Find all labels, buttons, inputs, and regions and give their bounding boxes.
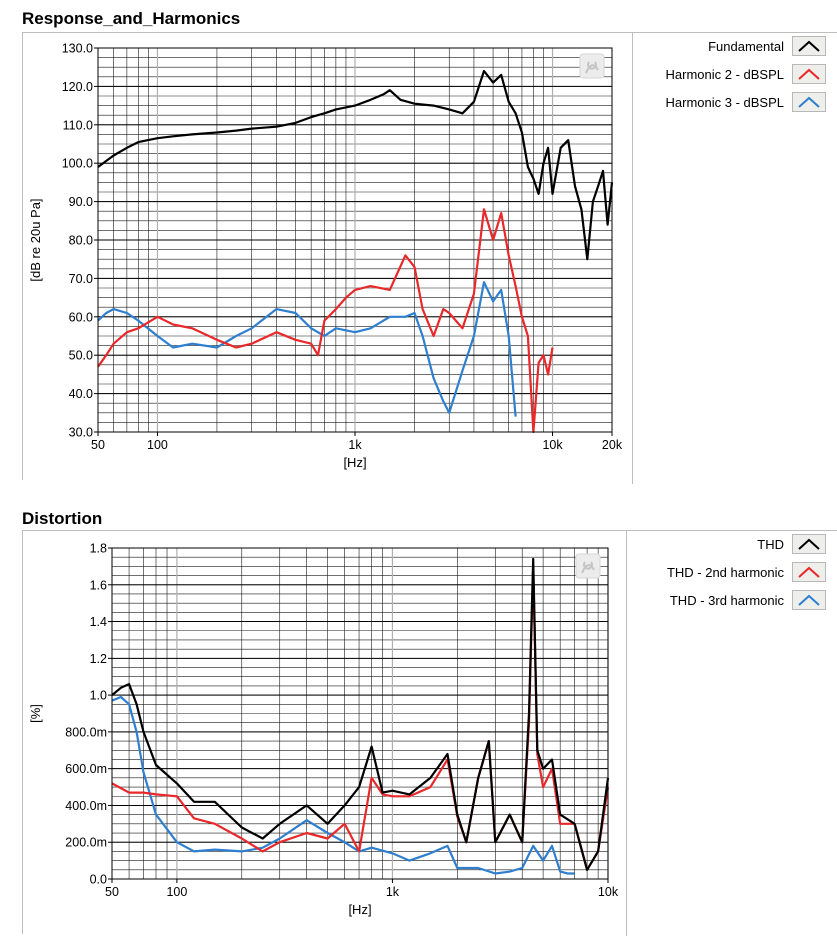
frame-border — [22, 530, 23, 934]
y-tick-label: 1.8 — [90, 542, 107, 556]
y-tick-label: 70.0 — [69, 272, 93, 286]
legend-divider — [632, 32, 633, 484]
y-tick-label: 800.0m — [65, 725, 107, 739]
plot-corner-icon — [579, 53, 605, 79]
x-tick-label: 50 — [105, 885, 119, 899]
legend-item[interactable]: Harmonic 3 - dBSPL — [665, 90, 826, 114]
x-tick-label: 1k — [348, 438, 362, 452]
y-tick-label: 1.4 — [90, 615, 107, 629]
series-line — [111, 695, 575, 875]
legend-divider — [626, 530, 627, 936]
chart-title-distortion: Distortion — [22, 509, 103, 528]
y-tick-label: 200.0m — [65, 836, 107, 850]
y-tick-label: 30.0 — [69, 426, 93, 440]
y-tick-label: 100.0 — [62, 157, 93, 171]
response-chart: 30.0 40.0 50.0 60.0 70.0 80.0 90.0 100.0 110.0 12… — [28, 42, 623, 471]
plot-corner-icon — [575, 553, 601, 579]
chart-title-response: Response_and_Harmonics — [22, 9, 241, 28]
line-style-icon[interactable] — [792, 562, 826, 582]
distortion-panel: Distortion 0.0 200.0m 400.0m 600.0m 800.0m 1.… — [0, 500, 837, 940]
x-tick-label: 20k — [602, 438, 623, 452]
response-harmonics-panel: Response_and_Harmonics 30.0 40.0 50.0 60.0 7… — [22, 9, 837, 484]
legend-item[interactable]: THD - 3rd harmonic — [670, 588, 826, 612]
y-tick-label: 1.6 — [90, 578, 107, 592]
y-tick-label: 1.0 — [90, 689, 107, 703]
title-divider — [22, 32, 837, 33]
x-axis-label: [Hz] — [348, 902, 371, 917]
y-axis-label: [dB re 20u Pa] — [28, 198, 43, 281]
y-tick-label: 400.0m — [65, 799, 107, 813]
y-tick-label: 1.2 — [90, 652, 107, 666]
y-tick-label: 110.0 — [63, 118, 93, 132]
y-tick-label: 80.0 — [69, 234, 93, 248]
line-style-icon[interactable] — [792, 92, 826, 112]
series-line — [97, 69, 614, 261]
legend-item-label: Harmonic 3 - dBSPL — [665, 94, 785, 110]
legend-item-label: THD - 3rd harmonic — [669, 592, 784, 608]
series-line — [111, 557, 610, 871]
y-tick-label: 120.0 — [62, 80, 93, 94]
x-tick-label: 10k — [542, 438, 563, 452]
series-line — [97, 208, 554, 434]
line-style-icon[interactable] — [792, 36, 826, 56]
plot-border — [111, 547, 609, 880]
line-style-icon[interactable] — [792, 534, 826, 554]
y-tick-label: 50.0 — [69, 349, 93, 363]
legend-item[interactable]: Fundamental — [708, 34, 826, 58]
series-line — [111, 565, 610, 871]
distortion-legend: THD THD - 2nd harmonic THD - 3rd harmonic — [632, 532, 826, 612]
y-tick-label: 130.0 — [62, 42, 93, 56]
legend-item-label: THD - 2nd harmonic — [666, 564, 784, 580]
y-axis-label: [%] — [28, 704, 43, 723]
line-style-icon[interactable] — [792, 590, 826, 610]
legend-item-label: Fundamental — [708, 38, 784, 54]
y-tick-label: 60.0 — [69, 310, 93, 324]
legend-item[interactable]: THD - 2nd harmonic — [667, 560, 826, 584]
x-tick-label: 100 — [166, 885, 187, 899]
legend-item-label: Harmonic 2 - dBSPL — [665, 66, 785, 82]
legend-item[interactable]: THD — [757, 532, 826, 556]
x-tick-label: 1k — [386, 885, 400, 899]
x-axis-label: [Hz] — [343, 455, 366, 470]
x-tick-label: 50 — [91, 438, 105, 452]
distortion-chart: 0.0 200.0m 400.0m 600.0m 800.0m 1.0 1.2 1.4 1.6 1… — [28, 542, 619, 918]
x-tick-label: 100 — [147, 438, 168, 452]
line-style-icon[interactable] — [792, 64, 826, 84]
series-line — [97, 281, 517, 417]
y-tick-label: 600.0m — [65, 762, 107, 776]
title-divider — [22, 530, 837, 531]
y-tick-label: 40.0 — [69, 387, 93, 401]
response-legend: Fundamental Harmonic 2 - dBSPL Harmonic 3 … — [640, 34, 826, 114]
frame-border — [22, 32, 23, 480]
legend-item[interactable]: Harmonic 2 - dBSPL — [665, 62, 826, 86]
y-tick-label: 90.0 — [69, 195, 93, 209]
x-tick-label: 10k — [598, 885, 619, 899]
legend-item-label: THD — [757, 536, 784, 552]
y-tick-label: 0.0 — [90, 873, 107, 887]
